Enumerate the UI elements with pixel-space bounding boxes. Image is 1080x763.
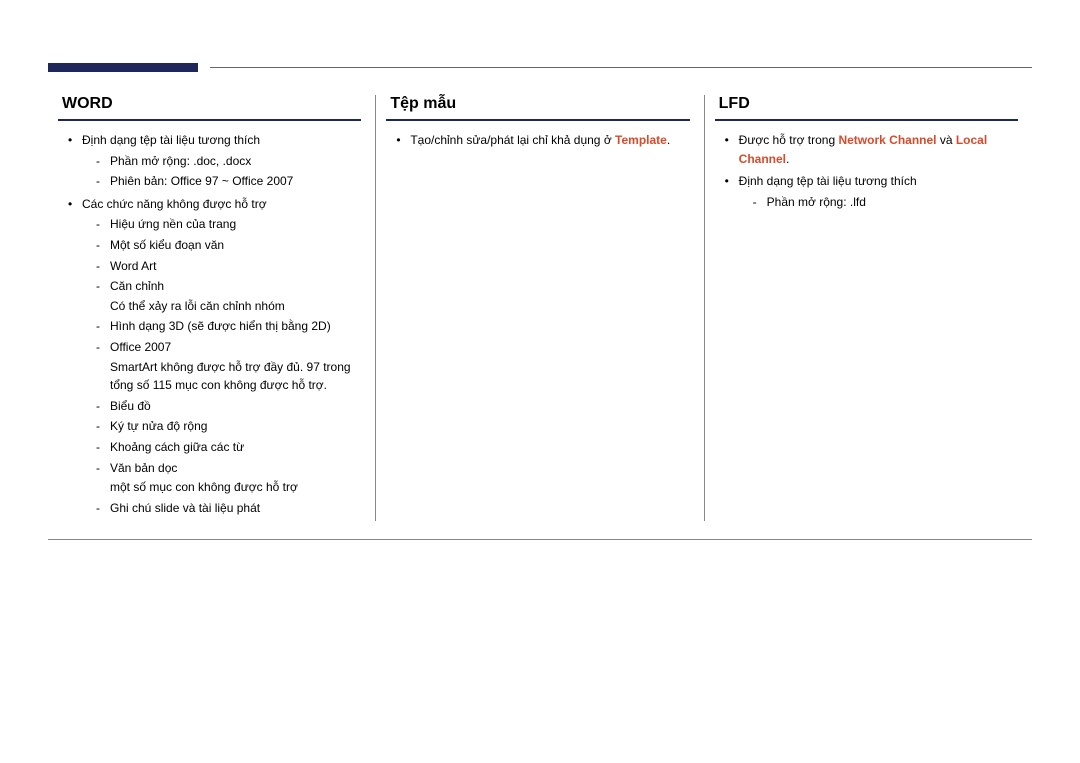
sub-item: Hình dạng 3D (sẽ được hiển thị bằng 2D) [96, 317, 361, 336]
col-word: WORD Định dạng tệp tài liệu tương thích … [48, 95, 376, 521]
sub-list: Hiệu ứng nền của trang Một số kiểu đoạn … [82, 215, 361, 517]
highlight-network-channel: Network Channel [838, 133, 936, 147]
item-text-post: . [786, 152, 789, 166]
sub-item-text: Căn chỉnh [110, 279, 164, 293]
item-text-pre: Được hỗ trợ trong [739, 133, 839, 147]
list-item: Định dạng tệp tài liệu tương thích Phần … [725, 172, 1018, 211]
sub-list: Phần mở rộng: .doc, .docx Phiên bản: Off… [82, 152, 361, 191]
sub-item: Văn bản dọc một số mục con không được hỗ… [96, 459, 361, 497]
list-item: Được hỗ trợ trong Network Channel và Loc… [725, 131, 1018, 168]
col-lfd: LFD Được hỗ trợ trong Network Channel và… [705, 95, 1032, 521]
sub-item: Office 2007 SmartArt không được hỗ trợ đ… [96, 338, 361, 395]
sub-item: Khoảng cách giữa các từ [96, 438, 361, 457]
columns-wrapper: WORD Định dạng tệp tài liệu tương thích … [48, 95, 1032, 540]
col-header-word: WORD [58, 95, 361, 121]
sub-item: Hiệu ứng nền của trang [96, 215, 361, 234]
sub-item: Biểu đồ [96, 397, 361, 416]
page-content: WORD Định dạng tệp tài liệu tương thích … [0, 0, 1080, 580]
sub-item: Một số kiểu đoạn văn [96, 236, 361, 255]
sub-item: Word Art [96, 257, 361, 276]
sub-item-extra: SmartArt không được hỗ trợ đầy đủ. 97 tr… [110, 358, 361, 395]
accent-bar [48, 63, 198, 72]
lfd-list: Được hỗ trợ trong Network Channel và Loc… [715, 131, 1018, 211]
list-item: Tạo/chỉnh sửa/phát lại chỉ khả dụng ở Te… [396, 131, 689, 150]
list-item: Các chức năng không được hỗ trợ Hiệu ứng… [68, 195, 361, 518]
sub-item: Ghi chú slide và tài liệu phát [96, 499, 361, 518]
item-text-mid: và [936, 133, 955, 147]
sub-item: Phần mở rộng: .doc, .docx [96, 152, 361, 171]
item-text: Định dạng tệp tài liệu tương thích [739, 174, 917, 188]
sub-item: Căn chỉnh Có thể xảy ra lỗi căn chỉnh nh… [96, 277, 361, 315]
col-header-lfd: LFD [715, 95, 1018, 121]
sub-item: Ký tự nửa độ rộng [96, 417, 361, 436]
list-item: Định dạng tệp tài liệu tương thích Phần … [68, 131, 361, 191]
sub-item-extra: một số mục con không được hỗ trợ [110, 478, 361, 497]
item-text: Định dạng tệp tài liệu tương thích [82, 133, 260, 147]
sub-item-text: Office 2007 [110, 340, 171, 354]
item-text: Các chức năng không được hỗ trợ [82, 197, 267, 211]
highlight-template: Template [615, 133, 667, 147]
item-text-post: . [667, 133, 670, 147]
sub-item: Phiên bản: Office 97 ~ Office 2007 [96, 172, 361, 191]
sub-item: Phần mở rộng: .lfd [753, 193, 1018, 212]
template-list: Tạo/chỉnh sửa/phát lại chỉ khả dụng ở Te… [386, 131, 689, 150]
top-rule [210, 67, 1032, 68]
item-text-pre: Tạo/chỉnh sửa/phát lại chỉ khả dụng ở [410, 133, 615, 147]
sub-item-text: Văn bản dọc [110, 461, 177, 475]
col-header-template: Tệp mẫu [386, 95, 689, 121]
col-template: Tệp mẫu Tạo/chỉnh sửa/phát lại chỉ khả d… [376, 95, 704, 521]
sub-item-extra: Có thể xảy ra lỗi căn chỉnh nhóm [110, 297, 361, 316]
word-list: Định dạng tệp tài liệu tương thích Phần … [58, 131, 361, 517]
sub-list: Phần mở rộng: .lfd [739, 193, 1018, 212]
